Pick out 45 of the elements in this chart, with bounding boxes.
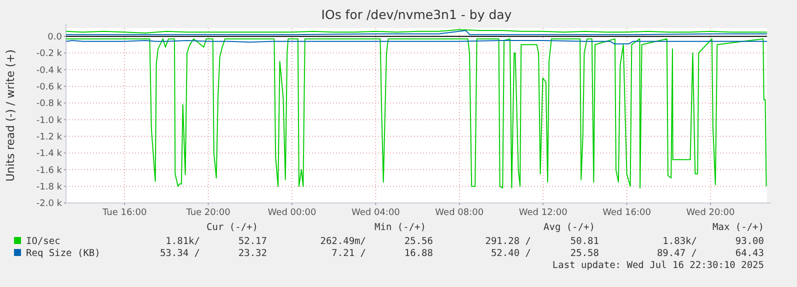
- text: Last update: Wed Jul 16 22:30:10 2025: [552, 260, 764, 271]
- text: Cur (-/+): [206, 222, 258, 233]
- text: 16.88: [404, 248, 434, 259]
- legend-label: IO/sec: [26, 236, 60, 247]
- text: 7.21 /: [332, 248, 366, 259]
- y-tick-label: -1.4 k: [36, 149, 63, 160]
- text: Max (-/+): [712, 222, 764, 233]
- text: 1.81k/: [166, 236, 200, 247]
- y-tick-label: -0.6 k: [36, 82, 63, 92]
- x-tick-label: Tue 16:00: [102, 208, 147, 218]
- text: 52.40 /: [490, 248, 531, 259]
- x-tick-label: Wed 08:00: [435, 208, 484, 218]
- x-tick-label: Wed 12:00: [518, 208, 568, 218]
- chart-title: IOs for /dev/nvme3n1 - by day: [321, 7, 512, 22]
- x-tick-label: Wed 04:00: [351, 208, 400, 218]
- text: 291.28 /: [485, 236, 531, 247]
- text: 52.17: [238, 236, 267, 247]
- x-tick-label: Tue 20:00: [185, 208, 231, 218]
- text: Min (-/+): [374, 222, 426, 233]
- text: 262.49m/: [320, 236, 366, 247]
- y-tick-label: -1.0 k: [36, 116, 63, 126]
- text: 64.43: [735, 248, 764, 259]
- text: 89.47 /: [656, 248, 697, 259]
- legend-label: Req Size (KB): [26, 248, 100, 259]
- y-tick-label: -0.4 k: [36, 66, 63, 76]
- text: 93.00: [735, 236, 764, 247]
- text: 25.58: [570, 248, 600, 259]
- text: 1.83k/: [662, 236, 697, 247]
- y-tick-label: -2.0 k: [36, 199, 63, 210]
- y-axis-title: Units read (-) / write (+): [4, 49, 17, 182]
- x-tick-label: Wed 00:00: [268, 208, 316, 218]
- text: 53.34 /: [160, 248, 200, 259]
- line-series: [66, 38, 767, 188]
- y-tick-label: -0.2 k: [36, 49, 63, 60]
- x-tick-label: Wed 20:00: [686, 208, 735, 218]
- text: Avg (-/+): [544, 222, 595, 233]
- y-tick-label: -0.8 k: [36, 99, 63, 110]
- y-tick-label: -1.6 k: [36, 166, 63, 176]
- x-tick-label: Wed 16:00: [602, 208, 652, 218]
- text: 23.32: [238, 248, 267, 259]
- text: 25.56: [404, 236, 434, 247]
- y-tick-label: 0.0: [48, 32, 62, 42]
- y-tick-label: -1.2 k: [36, 132, 63, 142]
- y-tick-label: -1.8 k: [36, 182, 63, 192]
- text: 50.81: [570, 236, 600, 247]
